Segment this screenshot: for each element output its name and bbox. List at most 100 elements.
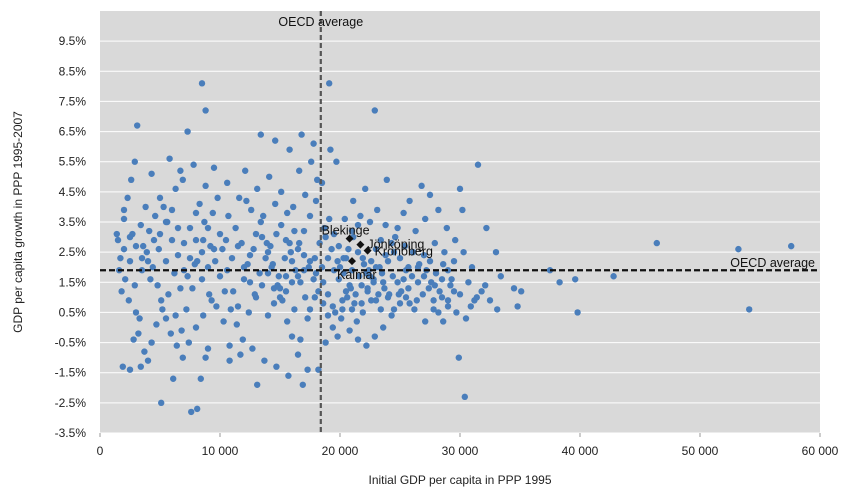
data-point bbox=[222, 236, 230, 244]
data-point bbox=[114, 236, 122, 244]
data-point bbox=[356, 273, 363, 280]
y-tick-label: 5.5% bbox=[59, 155, 87, 169]
data-point bbox=[426, 191, 434, 199]
data-point bbox=[213, 303, 220, 310]
data-point bbox=[342, 288, 350, 295]
data-point bbox=[226, 342, 233, 349]
data-point bbox=[304, 315, 311, 322]
data-point bbox=[377, 306, 384, 313]
data-point bbox=[125, 297, 132, 304]
data-point bbox=[335, 276, 342, 283]
gridlines bbox=[100, 40, 820, 434]
data-point bbox=[267, 242, 274, 250]
data-point bbox=[162, 257, 170, 265]
data-points bbox=[113, 80, 795, 416]
data-point bbox=[226, 357, 233, 364]
data-point bbox=[363, 342, 370, 349]
data-point bbox=[174, 224, 182, 232]
oecd-reference-lines: OECD average OECD average bbox=[100, 11, 820, 433]
data-point bbox=[330, 230, 338, 238]
data-point bbox=[494, 306, 501, 313]
data-point bbox=[333, 158, 340, 165]
y-tick-label: 0.5% bbox=[59, 305, 87, 319]
data-point bbox=[132, 242, 140, 250]
data-point bbox=[216, 230, 224, 238]
data-point bbox=[233, 321, 240, 328]
data-point bbox=[788, 242, 795, 250]
data-point bbox=[366, 273, 374, 280]
data-point bbox=[327, 146, 334, 153]
data-point bbox=[158, 399, 165, 407]
data-point bbox=[137, 221, 144, 229]
data-point bbox=[414, 264, 422, 271]
data-point bbox=[447, 282, 454, 289]
data-point bbox=[414, 279, 422, 286]
data-point bbox=[298, 131, 305, 138]
data-point bbox=[162, 218, 170, 226]
data-point bbox=[353, 318, 360, 325]
data-point bbox=[329, 324, 336, 331]
data-point bbox=[202, 107, 209, 114]
x-tick-label: 50 000 bbox=[682, 444, 719, 458]
data-point bbox=[132, 309, 140, 316]
data-point bbox=[328, 245, 335, 253]
data-point bbox=[420, 273, 428, 280]
data-point bbox=[321, 224, 328, 232]
highlight-label: Kalmar bbox=[337, 268, 377, 282]
data-point bbox=[173, 342, 180, 349]
y-tick-label: 1.5% bbox=[59, 275, 87, 289]
data-point bbox=[141, 348, 148, 355]
data-point bbox=[392, 233, 399, 241]
data-point bbox=[574, 309, 581, 316]
data-point bbox=[266, 173, 273, 180]
data-point bbox=[478, 288, 485, 295]
data-point bbox=[324, 291, 332, 298]
data-point bbox=[332, 309, 339, 316]
data-point bbox=[450, 257, 458, 265]
data-point bbox=[198, 80, 206, 87]
data-point bbox=[276, 285, 284, 292]
data-point bbox=[186, 224, 194, 232]
data-point bbox=[354, 221, 362, 229]
data-point bbox=[297, 279, 304, 286]
data-point bbox=[372, 264, 380, 271]
x-tick-label: 20 000 bbox=[322, 444, 359, 458]
y-tick-label: -0.5% bbox=[55, 336, 87, 350]
data-point bbox=[197, 375, 204, 382]
data-point bbox=[735, 245, 742, 253]
data-point bbox=[150, 236, 158, 244]
data-point bbox=[420, 251, 428, 259]
y-tick-label: -2.5% bbox=[55, 396, 87, 410]
data-point bbox=[462, 315, 470, 322]
data-point bbox=[250, 245, 257, 253]
data-point bbox=[248, 206, 255, 214]
data-point bbox=[275, 273, 282, 280]
data-point bbox=[126, 366, 134, 373]
data-point bbox=[306, 257, 314, 265]
data-point bbox=[440, 318, 447, 325]
data-point bbox=[272, 200, 279, 208]
data-point bbox=[334, 333, 341, 340]
data-point bbox=[148, 170, 155, 177]
data-point bbox=[200, 236, 207, 244]
data-point bbox=[334, 257, 341, 265]
data-point bbox=[308, 158, 315, 165]
data-point bbox=[383, 176, 390, 183]
data-point bbox=[138, 254, 146, 262]
data-point bbox=[430, 306, 437, 313]
data-point bbox=[456, 291, 464, 298]
data-point bbox=[118, 288, 125, 295]
data-point bbox=[186, 254, 194, 262]
data-point bbox=[418, 182, 425, 190]
data-point bbox=[366, 218, 374, 226]
data-point bbox=[386, 291, 393, 298]
data-point bbox=[372, 245, 380, 253]
data-point bbox=[370, 279, 377, 286]
data-point bbox=[312, 270, 320, 277]
data-point bbox=[209, 209, 216, 217]
oecd-vertical-label: OECD average bbox=[278, 15, 363, 29]
data-point bbox=[144, 257, 152, 265]
data-point bbox=[288, 257, 296, 265]
data-point bbox=[216, 273, 224, 280]
data-point bbox=[354, 248, 362, 256]
